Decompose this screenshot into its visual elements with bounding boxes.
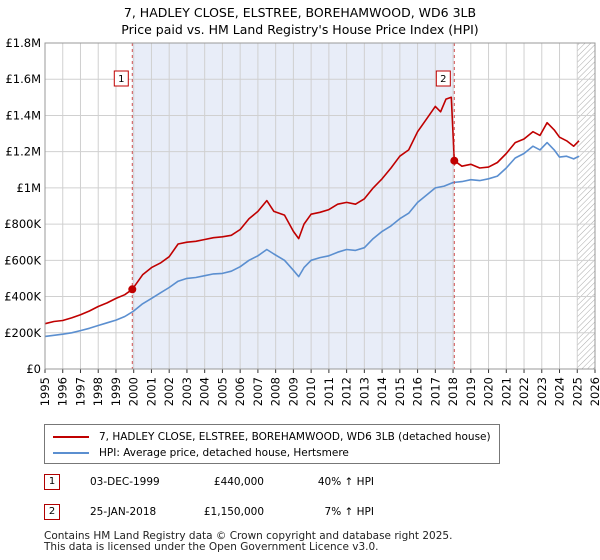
x-tick-label: 2000: [127, 377, 141, 406]
x-tick-label: 1996: [56, 377, 70, 406]
y-tick-label: £1.2M: [5, 145, 41, 159]
x-tick-label: 2019: [464, 377, 478, 406]
sale-1-label: 1: [118, 74, 124, 85]
footer-line-2: This data is licensed under the Open Gov…: [44, 541, 379, 553]
y-tick-label: £800K: [4, 217, 41, 231]
x-tick-label: 2006: [233, 377, 247, 406]
x-tick-label: 2021: [499, 377, 513, 406]
x-tick-label: 2004: [198, 377, 212, 406]
x-tick-label: 2016: [411, 377, 425, 406]
x-tick-label: 2005: [215, 377, 229, 406]
x-tick-label: 2020: [482, 377, 496, 406]
sale-date: 03-DEC-1999: [90, 476, 160, 488]
x-tick-label: 2025: [570, 377, 584, 406]
sale-row: 1 03-DEC-1999 £440,000 40% ↑ HPI: [44, 474, 444, 494]
x-tick-label: 1998: [91, 377, 105, 406]
y-tick-label: £1.4M: [5, 108, 41, 122]
x-tick-label: 2012: [340, 377, 354, 406]
sale-2-label: 2: [440, 74, 446, 85]
legend-label-hpi: HPI: Average price, detached house, Hert…: [99, 447, 349, 459]
x-tick-label: 2015: [393, 377, 407, 406]
x-tick-label: 2022: [517, 377, 531, 406]
sale-row: 2 25-JAN-2018 £1,150,000 7% ↑ HPI: [44, 504, 444, 524]
x-tick-label: 2013: [357, 377, 371, 406]
x-tick-label: 2014: [375, 377, 389, 406]
footer-attribution: Contains HM Land Registry data © Crown c…: [44, 531, 452, 553]
title-line-1: 7, HADLEY CLOSE, ELSTREE, BOREHAMWOOD, W…: [123, 5, 477, 20]
chart-title: 7, HADLEY CLOSE, ELSTREE, BOREHAMWOOD, W…: [0, 4, 600, 38]
sale-1-point: [128, 285, 137, 294]
x-tick-label: 2002: [162, 377, 176, 406]
x-tick-label: 1997: [73, 377, 87, 406]
x-tick-label: 2023: [535, 377, 549, 406]
sale-2-point: [450, 156, 459, 165]
x-tick-label: 2024: [553, 377, 567, 406]
sale-number-badge: 1: [44, 474, 60, 490]
y-tick-label: £1.8M: [5, 36, 41, 50]
legend-swatch-property: [53, 436, 89, 438]
y-tick-label: £1M: [16, 181, 41, 195]
y-tick-label: £0: [26, 362, 41, 376]
x-tick-label: 2007: [251, 377, 265, 406]
y-tick-label: £600K: [4, 253, 41, 267]
legend-label-property: 7, HADLEY CLOSE, ELSTREE, BOREHAMWOOD, W…: [99, 431, 491, 443]
price-chart: 1 2 £0 £200K £400K £600K £800K £1M £1.2M £1.4M £1…: [4, 36, 600, 406]
y-tick-label: £200K: [4, 326, 41, 340]
sale-date: 25-JAN-2018: [90, 506, 157, 518]
sale-2-label-box: [435, 70, 451, 87]
x-tick-label: 1995: [38, 377, 52, 406]
x-tick-label: 2010: [304, 377, 318, 406]
plot-frame: [44, 42, 596, 370]
y-tick-label: £1.6M: [5, 72, 41, 86]
property-price-line: [44, 96, 580, 325]
title-line-2: Price paid vs. HM Land Registry's House …: [121, 22, 479, 37]
x-tick-label: 2017: [428, 377, 442, 406]
x-tick-label: 2026: [588, 377, 600, 406]
sale-hpi-change: 40% ↑ HPI: [317, 476, 374, 488]
x-tick-label: 2018: [446, 377, 460, 406]
legend: 7, HADLEY CLOSE, ELSTREE, BOREHAMWOOD, W…: [44, 424, 500, 464]
sale-hpi-change: 7% ↑ HPI: [324, 506, 374, 518]
legend-swatch-hpi: [53, 452, 89, 454]
x-tick-label: 2009: [286, 377, 300, 406]
forecast-hatch-region: [577, 43, 595, 369]
x-tick-label: 2008: [269, 377, 283, 406]
y-tick-label: £400K: [4, 290, 41, 304]
footer-line-1: Contains HM Land Registry data © Crown c…: [44, 530, 453, 542]
x-tick-label: 2011: [322, 377, 336, 406]
x-tick-label: 2001: [144, 377, 158, 406]
sale-price: £440,000: [213, 476, 264, 488]
sale-1-label-box: [113, 70, 129, 87]
sale-price: £1,150,000: [203, 506, 264, 518]
hpi-line: [44, 141, 580, 338]
sale-number-badge: 2: [44, 504, 60, 520]
x-tick-label: 1999: [109, 377, 123, 406]
x-tick-label: 2003: [180, 377, 194, 406]
